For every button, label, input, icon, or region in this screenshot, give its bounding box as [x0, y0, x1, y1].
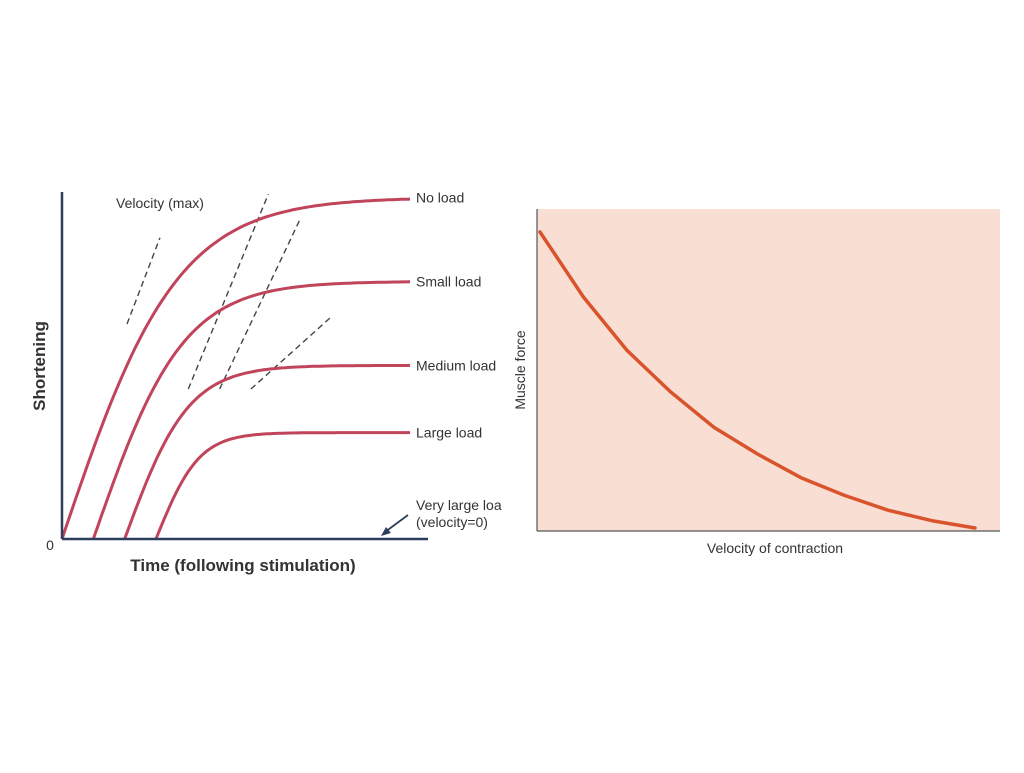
tangent-large-load [250, 316, 332, 390]
very-large-load-arrow [384, 514, 409, 533]
label-medium-load: Medium load [416, 357, 496, 373]
curve-medium-load [123, 363, 411, 540]
load-curves [60, 197, 411, 540]
arrowhead [381, 527, 391, 536]
label-very-large-load-0: Very large loa [416, 497, 502, 513]
tangent-medium-load [219, 219, 301, 390]
label-no-load: No load [416, 189, 464, 205]
tangent-no-load [126, 237, 161, 325]
annotation-velocity-max: Velocity (max) [116, 195, 204, 211]
series-labels: No load Small load Medium load Large load Ve… [416, 189, 502, 530]
force-velocity-curve [538, 230, 977, 530]
max-velocity-tangents [126, 193, 332, 390]
label-very-large-load-1: (velocity=0) [416, 514, 488, 530]
force-velocity-chart: Velocity of contraction Muscle force [512, 209, 1000, 556]
plot-background [537, 209, 1000, 531]
shortening-chart: 0 Time (following stimulation) Shortenin… [30, 189, 502, 575]
label-small-load: Small load [416, 273, 481, 289]
curve-small-load [91, 280, 411, 540]
curve-no-load [60, 197, 411, 540]
y-axis-title: Shortening [30, 321, 49, 411]
tangent-small-load [187, 193, 269, 390]
x-axis-title: Time (following stimulation) [130, 556, 355, 575]
label-large-load: Large load [416, 425, 482, 441]
y-axis-title: Muscle force [512, 330, 528, 410]
x-axis-title: Velocity of contraction [707, 540, 843, 556]
curve-large-load [154, 431, 410, 540]
origin-label: 0 [46, 537, 54, 553]
